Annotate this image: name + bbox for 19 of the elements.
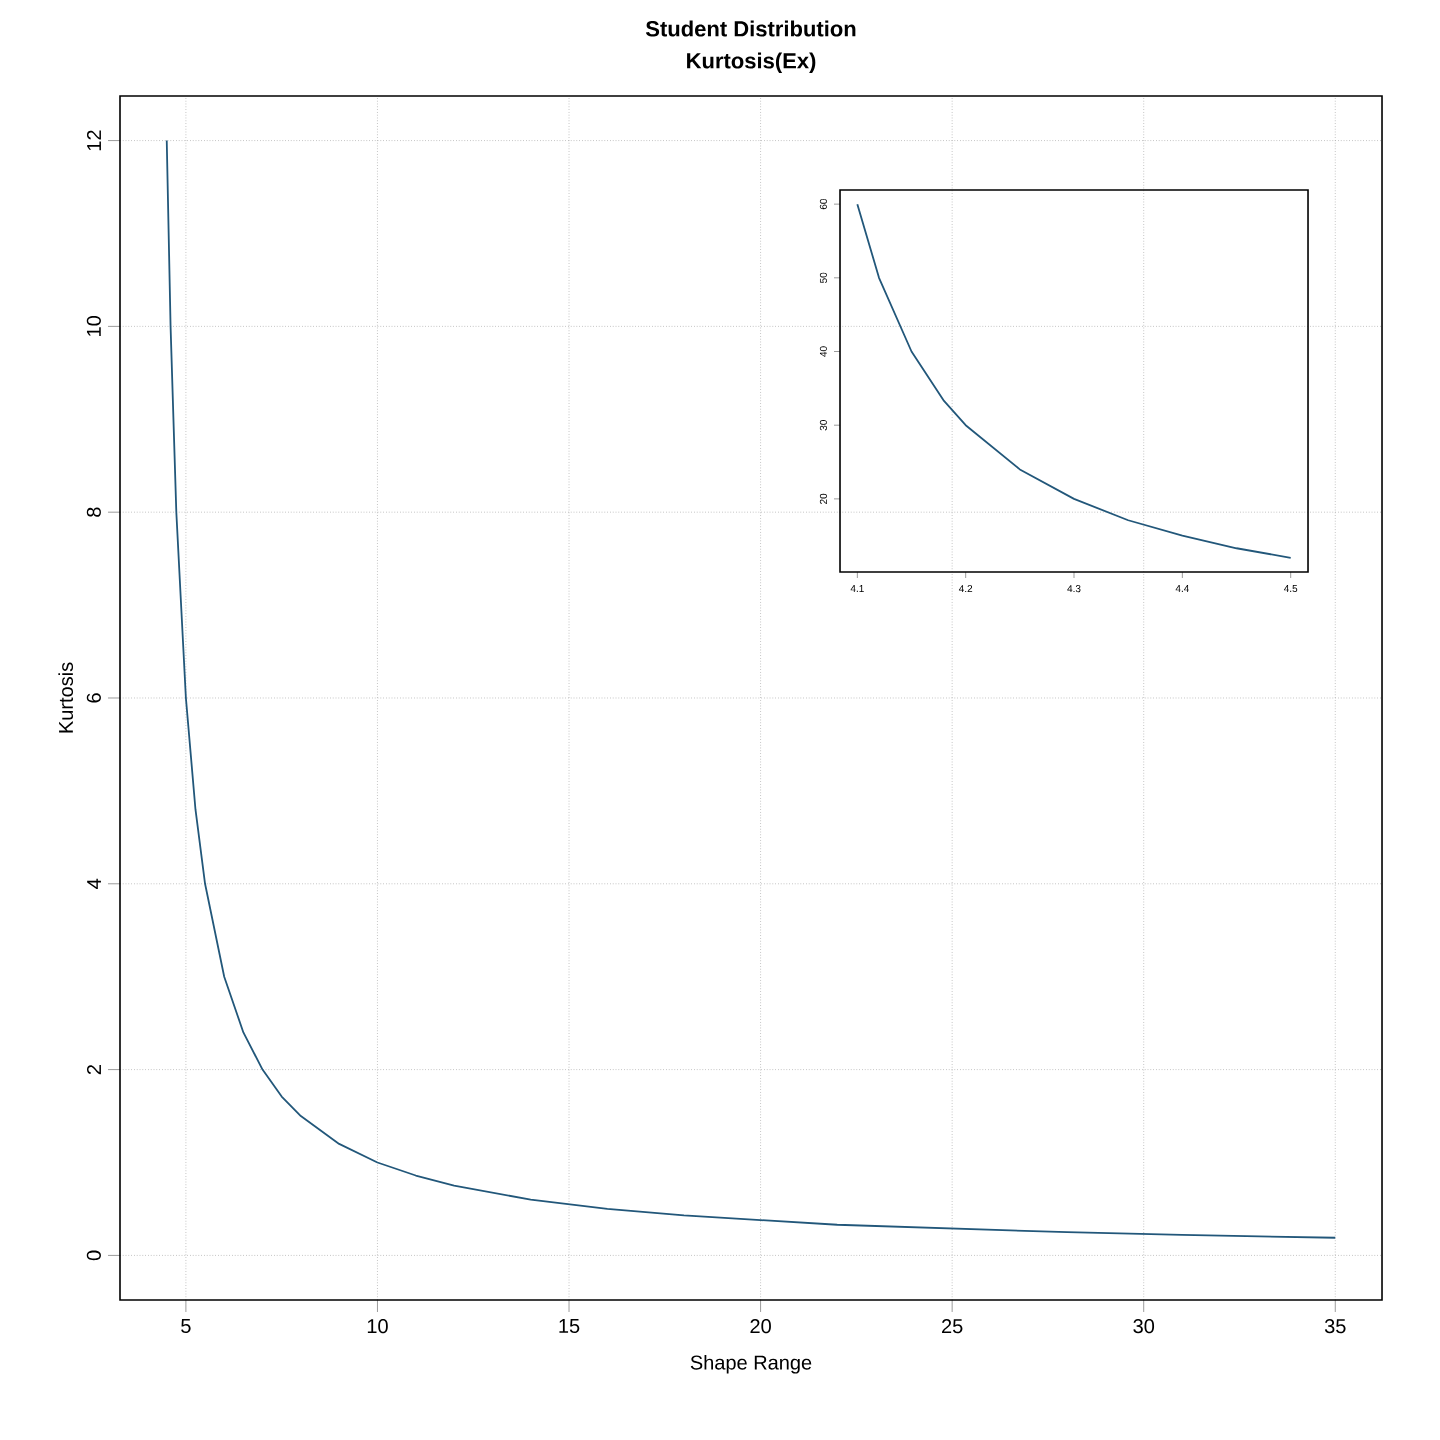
y-tick-label: 4 [87,878,101,889]
x-tick-label: 35 [1324,1319,1346,1334]
y-tick-label: 12 [86,130,101,151]
x-tick-label: 10 [367,1319,388,1334]
y-tick-label: 8 [86,507,101,517]
y-tick-label: 2 [86,1065,101,1075]
y-tick-label: 0 [86,1250,101,1261]
y-tick-label: 6 [86,693,101,703]
chart-subtitle: Kurtosis(Ex) [687,52,816,73]
y-axis-title: Kurtosis [58,662,74,733]
x-tick-label: 20 [750,1319,771,1334]
x-axis-title: Shape Range [690,1354,812,1374]
x-tick-label: 25 [942,1319,963,1334]
x-tick-label: 15 [559,1319,580,1334]
line-series [856,203,1292,559]
x-tick-label: 5 [181,1319,191,1334]
y-tick-label: 10 [86,316,101,336]
chart-title: Student Distribution [645,20,856,37]
x-tick-label: 30 [1133,1319,1155,1334]
